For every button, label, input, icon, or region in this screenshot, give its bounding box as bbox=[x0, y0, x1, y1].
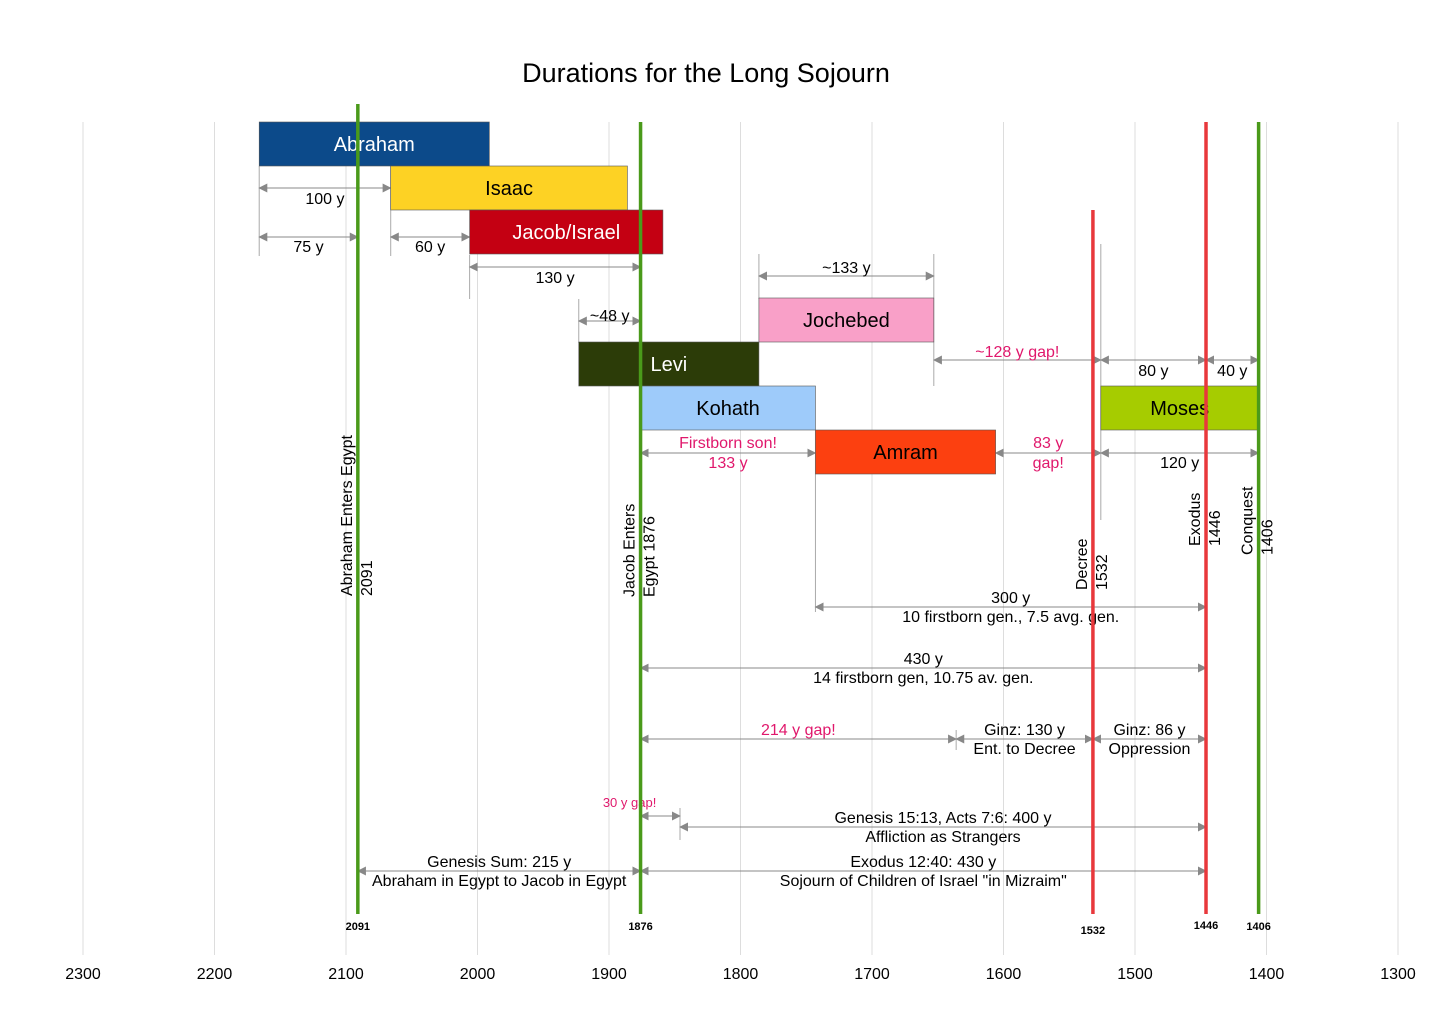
x-tick-label: 2100 bbox=[328, 966, 364, 983]
span-label: Abraham in Egypt to Jacob in Egypt bbox=[372, 873, 627, 890]
span-label: 214 y gap! bbox=[761, 722, 836, 739]
span-label: 300 y bbox=[991, 590, 1030, 607]
x-tick-label: 1900 bbox=[591, 966, 627, 983]
span-label: Ginz: 130 y bbox=[984, 722, 1065, 739]
span-label: 40 y bbox=[1217, 363, 1247, 380]
event-sublabel-decree: 1532 bbox=[1094, 554, 1111, 590]
event-label-decree: Decree bbox=[1074, 538, 1091, 590]
span-label: Firstborn son! bbox=[679, 435, 777, 452]
span-label: 75 y bbox=[293, 239, 323, 256]
span-label: 80 y bbox=[1138, 363, 1168, 380]
bar-kohath bbox=[640, 385, 816, 431]
bar-label-isaac: Isaac bbox=[485, 178, 533, 200]
event-label-exodus: Exodus bbox=[1187, 493, 1204, 546]
span-label: gap! bbox=[1033, 455, 1064, 472]
span-label: 83 y bbox=[1033, 435, 1063, 452]
x-tick-label: 1400 bbox=[1249, 966, 1285, 983]
span-label: Exodus 12:40: 430 y bbox=[850, 854, 996, 871]
span-label: 430 y bbox=[904, 651, 943, 668]
x-axis: 2300 2200 2100 2000 1900 1800 1700 1600 1500 1400… bbox=[65, 966, 1416, 983]
span-label: Affliction as Strangers bbox=[865, 829, 1020, 846]
chart-title: Durations for the Long Sojourn bbox=[522, 58, 890, 88]
event-label-conquest: Conquest bbox=[1240, 486, 1257, 555]
span-label: 60 y bbox=[415, 239, 445, 256]
x-tick-label: 2000 bbox=[460, 966, 496, 983]
span-label: 14 firstborn gen, 10.75 av. gen. bbox=[813, 670, 1033, 687]
span-label: Sojourn of Children of Israel "in Mizrai… bbox=[780, 873, 1067, 890]
span-label: 30 y gap! bbox=[603, 795, 657, 810]
span-label: ~48 y bbox=[590, 308, 630, 325]
span-label: 133 y bbox=[708, 455, 747, 472]
event-year-tick: 1406 bbox=[1246, 921, 1270, 933]
bar-isaac bbox=[390, 165, 628, 211]
event-year-tick: 2091 bbox=[346, 921, 370, 933]
x-tick-label: 1500 bbox=[1117, 966, 1153, 983]
event-label-jacob-enters: Jacob Enters bbox=[622, 504, 639, 597]
span-label: Ent. to Decree bbox=[973, 741, 1075, 758]
x-tick-label: 1600 bbox=[986, 966, 1022, 983]
span-label: Ginz: 86 y bbox=[1113, 722, 1185, 739]
bar-label-moses: Moses bbox=[1150, 398, 1209, 420]
event-sublabel-jacob-enters: Egypt 1876 bbox=[642, 516, 659, 597]
span-label: ~128 y gap! bbox=[975, 344, 1059, 361]
event-year-tick: 1532 bbox=[1081, 925, 1105, 937]
event-sublabel-conquest: 1406 bbox=[1260, 519, 1277, 555]
span-label: ~133 y bbox=[822, 260, 870, 277]
bar-label-abraham: Abraham bbox=[334, 134, 415, 156]
span-label: 120 y bbox=[1160, 455, 1199, 472]
x-tick-label: 1700 bbox=[854, 966, 890, 983]
span-label: Genesis 15:13, Acts 7:6: 400 y bbox=[834, 810, 1051, 827]
span-label: Oppression bbox=[1109, 741, 1191, 758]
bar-levi bbox=[578, 341, 760, 387]
event-sublabel-exodus: 1446 bbox=[1207, 510, 1224, 546]
x-tick-label: 1800 bbox=[723, 966, 759, 983]
bar-abraham bbox=[258, 121, 490, 167]
lifespan-bars: Abraham Isaac Jacob/Israel Jochebed Levi Koha… bbox=[258, 121, 1259, 475]
x-tick-label: 2200 bbox=[197, 966, 233, 983]
span-label: Genesis Sum: 215 y bbox=[427, 854, 571, 871]
span-label: 100 y bbox=[305, 191, 344, 208]
bar-jacob-israel bbox=[469, 209, 664, 255]
bar-label-levi: Levi bbox=[650, 354, 687, 376]
bar-amram bbox=[815, 429, 996, 475]
x-tick-label: 1300 bbox=[1380, 966, 1416, 983]
x-tick-label: 2300 bbox=[65, 966, 101, 983]
bar-label-jochebed: Jochebed bbox=[803, 310, 890, 332]
bar-label-jacob-israel: Jacob/Israel bbox=[512, 222, 620, 244]
span-label: 10 firstborn gen., 7.5 avg. gen. bbox=[902, 609, 1119, 626]
bar-moses bbox=[1100, 385, 1259, 431]
duration-spans: 100 y 75 y 60 y 130 y ~133 y ~48 y ~128 y gap!… bbox=[258, 183, 1260, 890]
span-label: 130 y bbox=[536, 270, 575, 287]
bar-label-kohath: Kohath bbox=[696, 398, 759, 420]
event-sublabel-abraham-enters-egypt: 2091 bbox=[359, 560, 376, 596]
event-year-tick: 1876 bbox=[628, 921, 652, 933]
bar-label-amram: Amram bbox=[873, 442, 937, 464]
event-year-tick: 1446 bbox=[1194, 920, 1218, 932]
event-label-abraham-enters-egypt: Abraham Enters Egypt bbox=[339, 434, 356, 596]
bar-jochebed bbox=[758, 297, 935, 343]
grid bbox=[82, 122, 1399, 955]
